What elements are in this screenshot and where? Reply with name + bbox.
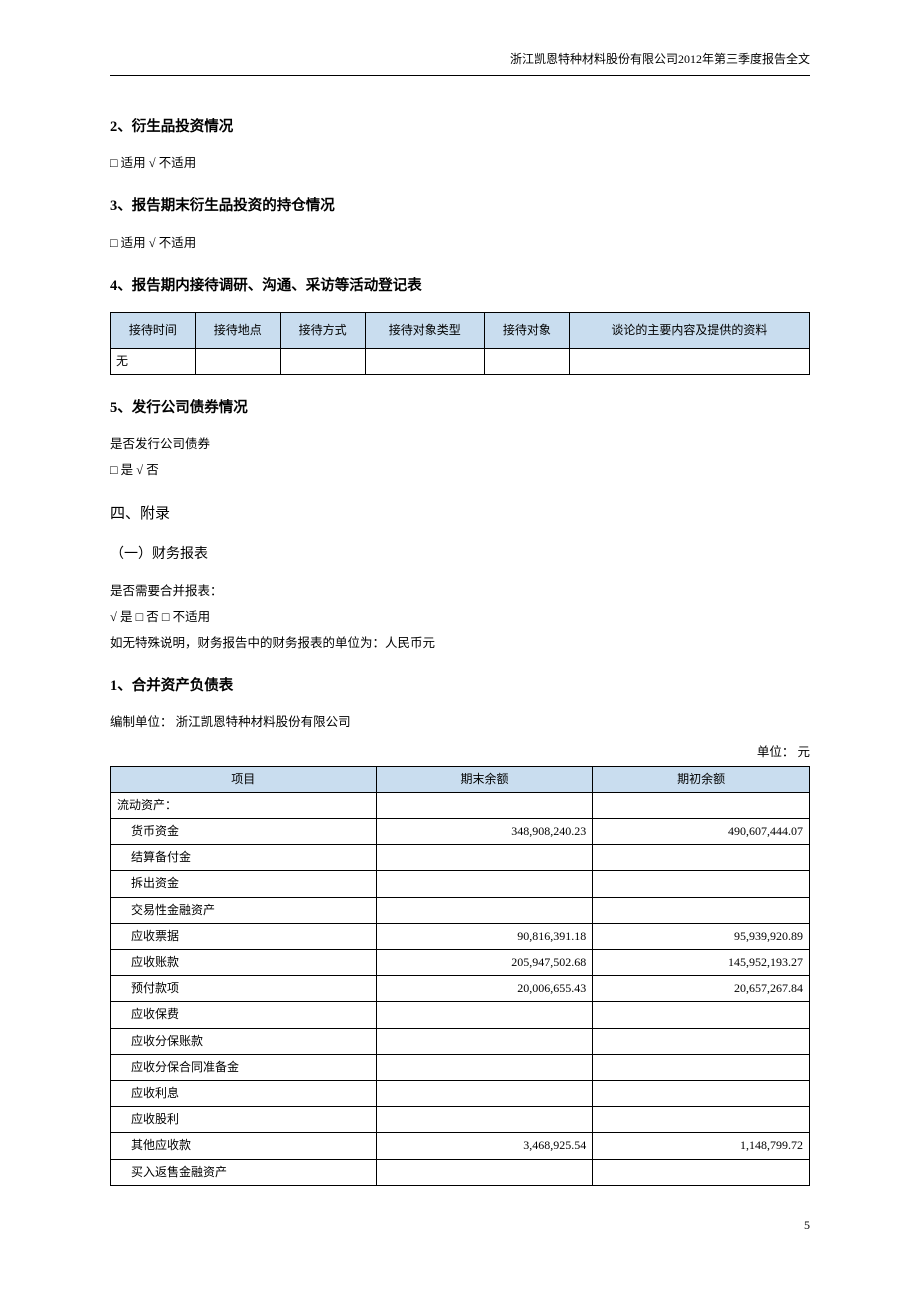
- balance-row-begin: [593, 1080, 810, 1106]
- appendix-text1: 是否需要合并报表：: [110, 581, 810, 601]
- balance-row-begin: [593, 897, 810, 923]
- balance-row-end: 348,908,240.23: [376, 819, 593, 845]
- balance-unit: 单位： 元: [110, 742, 810, 762]
- balance-row-end: [376, 1028, 593, 1054]
- balance-row-label: 买入返售金融资产: [111, 1159, 377, 1185]
- reception-th-4: 接待对象: [484, 312, 569, 348]
- section-5-text2: □ 是 √ 否: [110, 460, 810, 480]
- section-2-title: 2、衍生品投资情况: [110, 116, 810, 139]
- balance-row-begin: [593, 1028, 810, 1054]
- balance-row-label: 应收账款: [111, 950, 377, 976]
- section-3-text: □ 适用 √ 不适用: [110, 233, 810, 253]
- balance-th-1: 期末余额: [376, 766, 593, 792]
- balance-row-label: 预付款项: [111, 976, 377, 1002]
- balance-row-begin: [593, 845, 810, 871]
- balance-row-end: 3,468,925.54: [376, 1133, 593, 1159]
- balance-row-label: 其他应收款: [111, 1133, 377, 1159]
- reception-td: [280, 348, 365, 374]
- balance-row-begin: [593, 1054, 810, 1080]
- balance-row-end: [376, 792, 593, 818]
- balance-row-end: [376, 1159, 593, 1185]
- balance-row-begin: [593, 1002, 810, 1028]
- balance-row-label: 货币资金: [111, 819, 377, 845]
- balance-row-end: 90,816,391.18: [376, 923, 593, 949]
- balance-row-begin: 490,607,444.07: [593, 819, 810, 845]
- balance-row-label: 应收分保合同准备金: [111, 1054, 377, 1080]
- balance-th-0: 项目: [111, 766, 377, 792]
- balance-row-label: 流动资产：: [111, 792, 377, 818]
- reception-th-2: 接待方式: [280, 312, 365, 348]
- reception-th-5: 谈论的主要内容及提供的资料: [569, 312, 809, 348]
- balance-row-end: [376, 845, 593, 871]
- balance-row-end: 20,006,655.43: [376, 976, 593, 1002]
- balance-row-end: [376, 1054, 593, 1080]
- balance-row-label: 应收分保账款: [111, 1028, 377, 1054]
- reception-table: 接待时间 接待地点 接待方式 接待对象类型 接待对象 谈论的主要内容及提供的资料…: [110, 312, 810, 375]
- balance-row-label: 应收股利: [111, 1107, 377, 1133]
- balance-row-label: 拆出资金: [111, 871, 377, 897]
- appendix-text2: √ 是 □ 否 □ 不适用: [110, 607, 810, 627]
- appendix-sub1: （一）财务报表: [110, 544, 810, 566]
- section-4-title: 4、报告期内接待调研、沟通、采访等活动登记表: [110, 275, 810, 298]
- balance-row-begin: [593, 1107, 810, 1133]
- balance-row-label: 应收保费: [111, 1002, 377, 1028]
- reception-td: [365, 348, 484, 374]
- balance-row-label: 结算备付金: [111, 845, 377, 871]
- page-number: 5: [110, 1216, 810, 1235]
- balance-sheet-table: 项目 期末余额 期初余额 流动资产：货币资金348,908,240.23490,…: [110, 766, 810, 1186]
- balance-row-begin: 1,148,799.72: [593, 1133, 810, 1159]
- reception-th-3: 接待对象类型: [365, 312, 484, 348]
- balance-row-begin: 20,657,267.84: [593, 976, 810, 1002]
- reception-td: [484, 348, 569, 374]
- balance-row-end: [376, 1080, 593, 1106]
- balance-row-label: 交易性金融资产: [111, 897, 377, 923]
- balance-row-begin: [593, 1159, 810, 1185]
- appendix-title: 四、附录: [110, 502, 810, 526]
- balance-row-end: [376, 897, 593, 923]
- balance-row-begin: 145,952,193.27: [593, 950, 810, 976]
- balance-title: 1、合并资产负债表: [110, 675, 810, 698]
- section-5-text1: 是否发行公司债券: [110, 434, 810, 454]
- section-2-text: □ 适用 √ 不适用: [110, 153, 810, 173]
- balance-row-begin: [593, 792, 810, 818]
- section-5-title: 5、发行公司债券情况: [110, 397, 810, 420]
- balance-row-end: [376, 1002, 593, 1028]
- reception-th-0: 接待时间: [111, 312, 196, 348]
- balance-row-end: [376, 1107, 593, 1133]
- reception-td: [195, 348, 280, 374]
- balance-row-begin: 95,939,920.89: [593, 923, 810, 949]
- balance-preparer: 编制单位： 浙江凯恩特种材料股份有限公司: [110, 712, 810, 732]
- balance-row-label: 应收票据: [111, 923, 377, 949]
- balance-row-begin: [593, 871, 810, 897]
- header-rule: [110, 75, 810, 76]
- balance-row-end: [376, 871, 593, 897]
- balance-row-label: 应收利息: [111, 1080, 377, 1106]
- reception-td-none: 无: [111, 348, 196, 374]
- balance-th-2: 期初余额: [593, 766, 810, 792]
- page-header: 浙江凯恩特种材料股份有限公司2012年第三季度报告全文: [110, 50, 810, 69]
- balance-row-end: 205,947,502.68: [376, 950, 593, 976]
- reception-th-1: 接待地点: [195, 312, 280, 348]
- appendix-text3: 如无特殊说明，财务报告中的财务报表的单位为：人民币元: [110, 633, 810, 653]
- reception-td: [569, 348, 809, 374]
- section-3-title: 3、报告期末衍生品投资的持仓情况: [110, 195, 810, 218]
